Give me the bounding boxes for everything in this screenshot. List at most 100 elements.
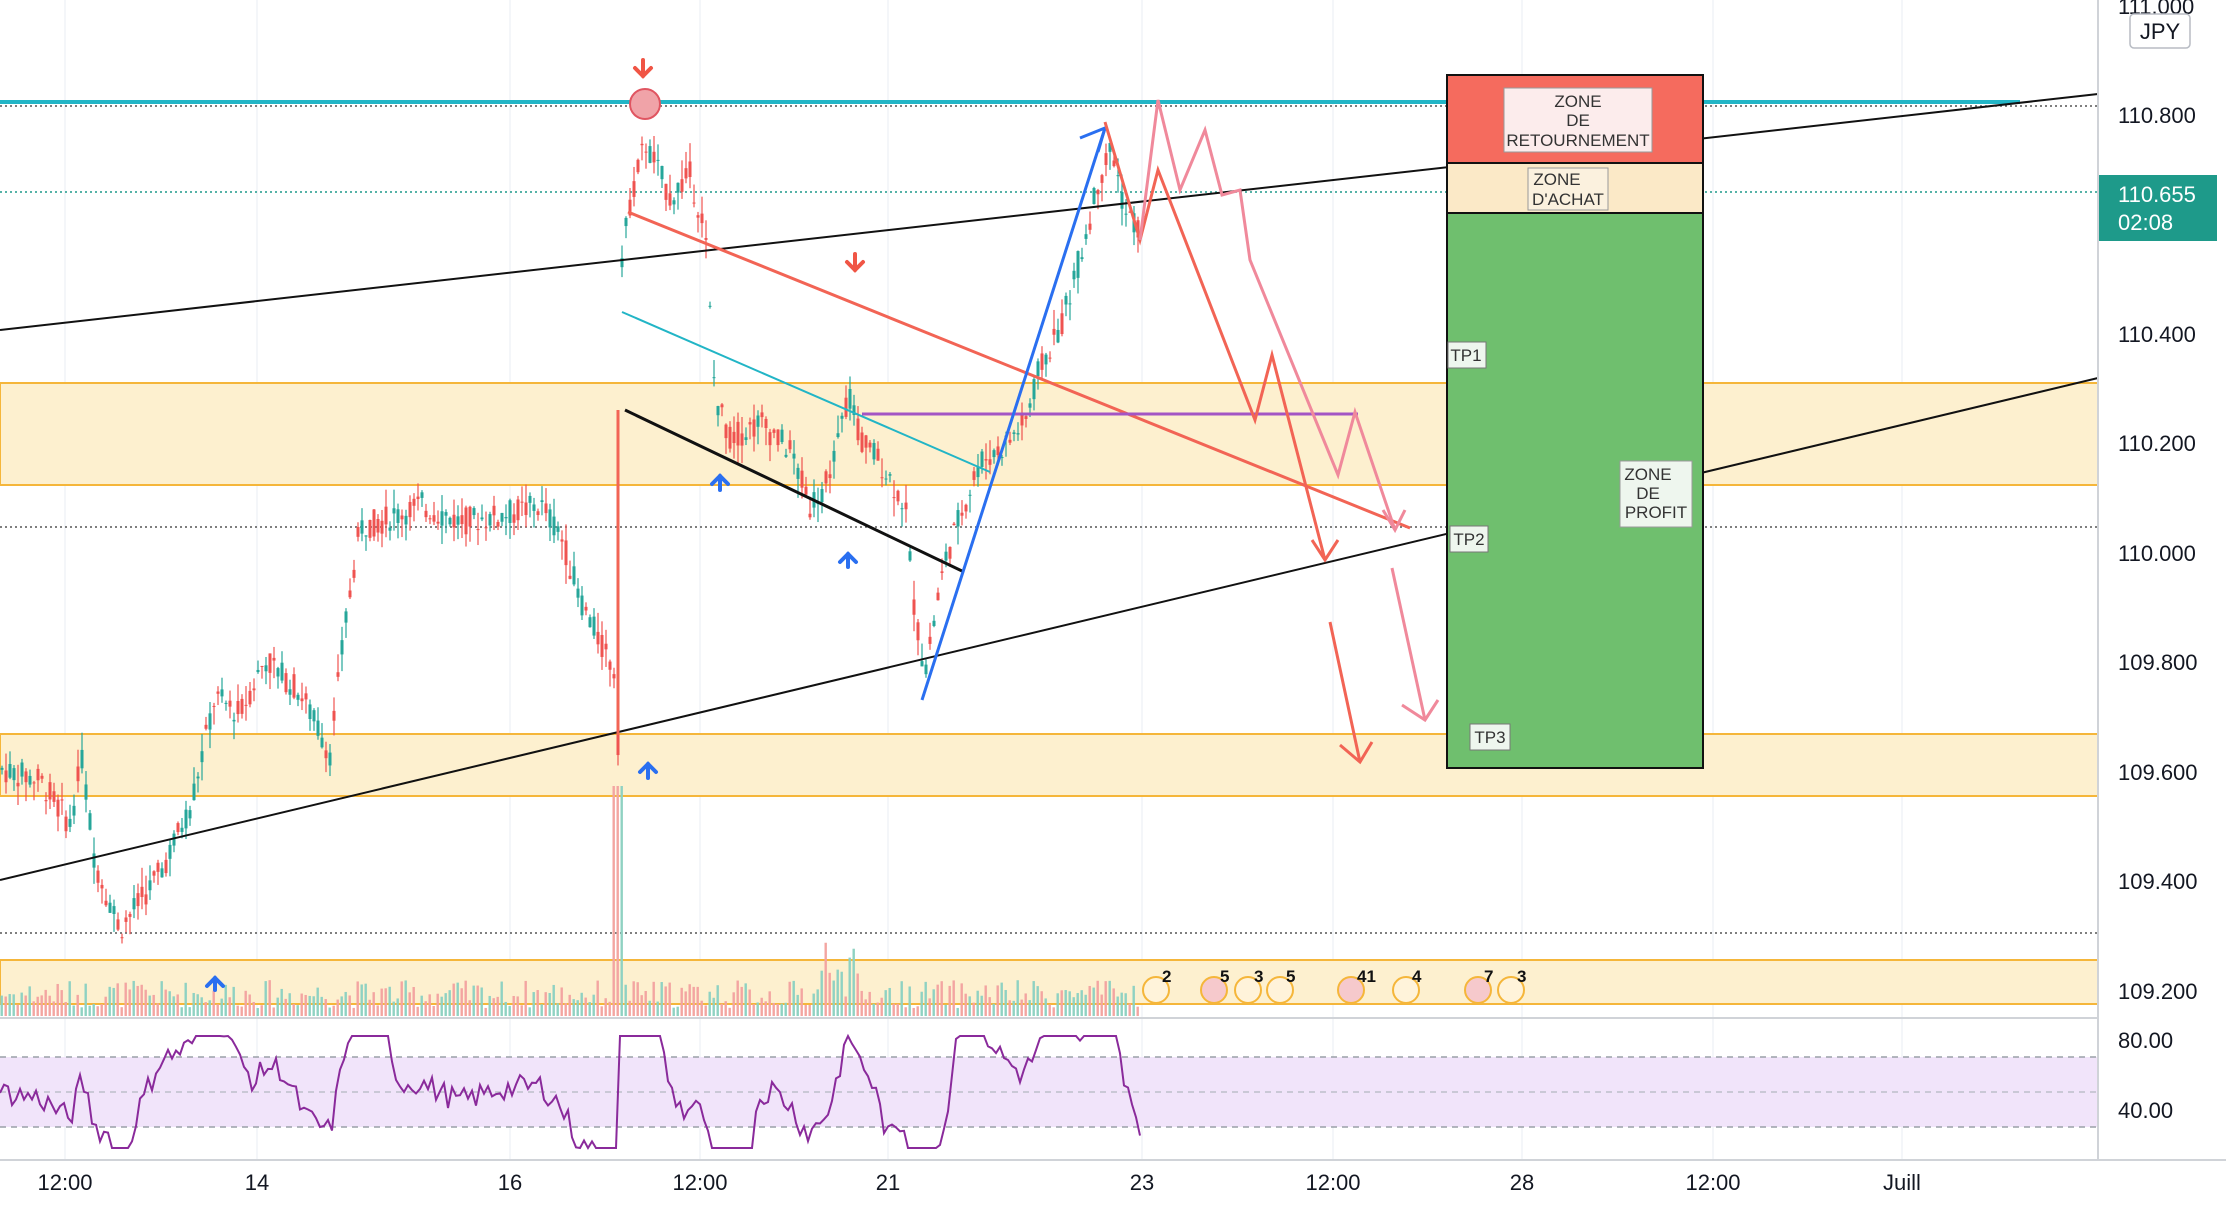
- candle-body: [644, 151, 648, 153]
- volume-bar: [720, 1003, 723, 1016]
- volume-bar: [120, 1007, 123, 1016]
- candle-body: [764, 418, 768, 428]
- volume-bar: [472, 985, 475, 1016]
- volume-bar: [164, 989, 167, 1016]
- volume-bar: [452, 983, 455, 1016]
- candle-body: [316, 720, 320, 736]
- volume-bar: [404, 980, 407, 1016]
- volume-bar: [852, 948, 855, 1016]
- volume-bar: [972, 1002, 975, 1016]
- candle-body: [904, 502, 908, 510]
- volume-bar: [888, 987, 891, 1016]
- volume-bar: [368, 999, 371, 1016]
- candle-body: [332, 710, 336, 721]
- candle-body: [1048, 357, 1052, 359]
- candle-body: [512, 514, 516, 523]
- time-tick: Juill: [1883, 1170, 1921, 1195]
- candle-body: [288, 689, 292, 695]
- volume-bar: [624, 984, 627, 1016]
- candle-body: [1084, 234, 1088, 239]
- candle-body: [492, 505, 496, 516]
- volume-bar: [1072, 997, 1075, 1016]
- volume-bar: [0, 995, 3, 1016]
- candle-body: [1096, 190, 1100, 195]
- candle-body: [852, 405, 856, 416]
- volume-bar: [348, 995, 351, 1016]
- candle-body: [736, 421, 740, 446]
- candle-body: [660, 165, 664, 180]
- volume-bar: [500, 981, 503, 1016]
- candle-body: [740, 433, 744, 446]
- volume-bar: [716, 985, 719, 1016]
- candle-body: [980, 451, 984, 467]
- candle-body: [452, 514, 456, 528]
- volume-bar: [420, 995, 423, 1016]
- event-icon[interactable]: [1200, 976, 1228, 1004]
- volume-bar: [416, 1006, 419, 1016]
- volume-bar: [736, 980, 739, 1016]
- candle-body: [616, 728, 620, 756]
- event-icon[interactable]: [1464, 976, 1492, 1004]
- volume-bar: [36, 996, 39, 1016]
- event-icon[interactable]: [1337, 976, 1365, 1004]
- volume-bar: [748, 989, 751, 1016]
- volume-bar: [896, 1003, 899, 1016]
- volume-bar: [892, 1003, 895, 1016]
- volume-bar: [684, 991, 687, 1016]
- red-projection-path: [1103, 121, 1327, 561]
- volume-bar: [496, 996, 499, 1016]
- volume-bar: [868, 991, 871, 1016]
- volume-bar: [564, 1003, 567, 1016]
- candle-body: [120, 937, 124, 939]
- volume-bar: [1116, 996, 1119, 1016]
- volume-bar: [268, 980, 271, 1016]
- candle-body: [116, 919, 120, 930]
- candle-body: [916, 622, 920, 641]
- candle-body: [912, 599, 916, 615]
- volume-bar: [544, 992, 547, 1016]
- volume-bar: [364, 983, 367, 1016]
- volume-bar: [520, 1005, 523, 1016]
- volume-bar: [236, 1005, 239, 1016]
- volume-bar: [80, 1007, 83, 1016]
- candle-body: [48, 782, 52, 800]
- candle-body: [104, 900, 108, 906]
- volume-bar: [300, 993, 303, 1016]
- time-tick: 12:00: [1685, 1170, 1740, 1195]
- event-icon[interactable]: [1497, 976, 1525, 1004]
- event-icon[interactable]: [1234, 976, 1262, 1004]
- event-icon[interactable]: [1266, 976, 1294, 1004]
- event-icon[interactable]: [1392, 976, 1420, 1004]
- event-count: 4: [1412, 967, 1422, 986]
- volume-bar: [576, 1000, 579, 1016]
- candle-body: [668, 193, 672, 206]
- red-down-arrow: [845, 252, 865, 273]
- event-icon[interactable]: [1142, 976, 1170, 1004]
- candle-body: [984, 459, 988, 461]
- candle-body: [468, 506, 472, 527]
- candle-body: [976, 466, 980, 478]
- currency-badge[interactable]: [2129, 13, 2191, 49]
- entry-zone-label-line-1: ZONE: [1533, 170, 1580, 189]
- volume-bar: [1064, 990, 1067, 1016]
- volume-bar: [208, 1000, 211, 1016]
- candle-body: [1020, 413, 1024, 426]
- candle-body: [568, 575, 572, 579]
- candle-body: [676, 182, 680, 193]
- candle-body: [340, 640, 344, 655]
- volume-bar: [380, 988, 383, 1016]
- volume-bar: [820, 970, 823, 1016]
- volume-bar: [652, 981, 655, 1016]
- volume-bar: [1104, 981, 1107, 1016]
- candle-body: [848, 388, 852, 409]
- volume-bar: [812, 993, 815, 1016]
- candle-body: [424, 510, 428, 518]
- volume-bar: [920, 991, 923, 1016]
- candle-body: [352, 569, 356, 578]
- volume-bar: [948, 985, 951, 1016]
- volume-bar: [764, 1001, 767, 1016]
- volume-bar: [352, 1007, 355, 1016]
- candle-body: [376, 518, 380, 533]
- candle-body: [24, 771, 28, 783]
- event-markers: 2 5 3 5 41 4 7 3: [1142, 967, 1526, 1004]
